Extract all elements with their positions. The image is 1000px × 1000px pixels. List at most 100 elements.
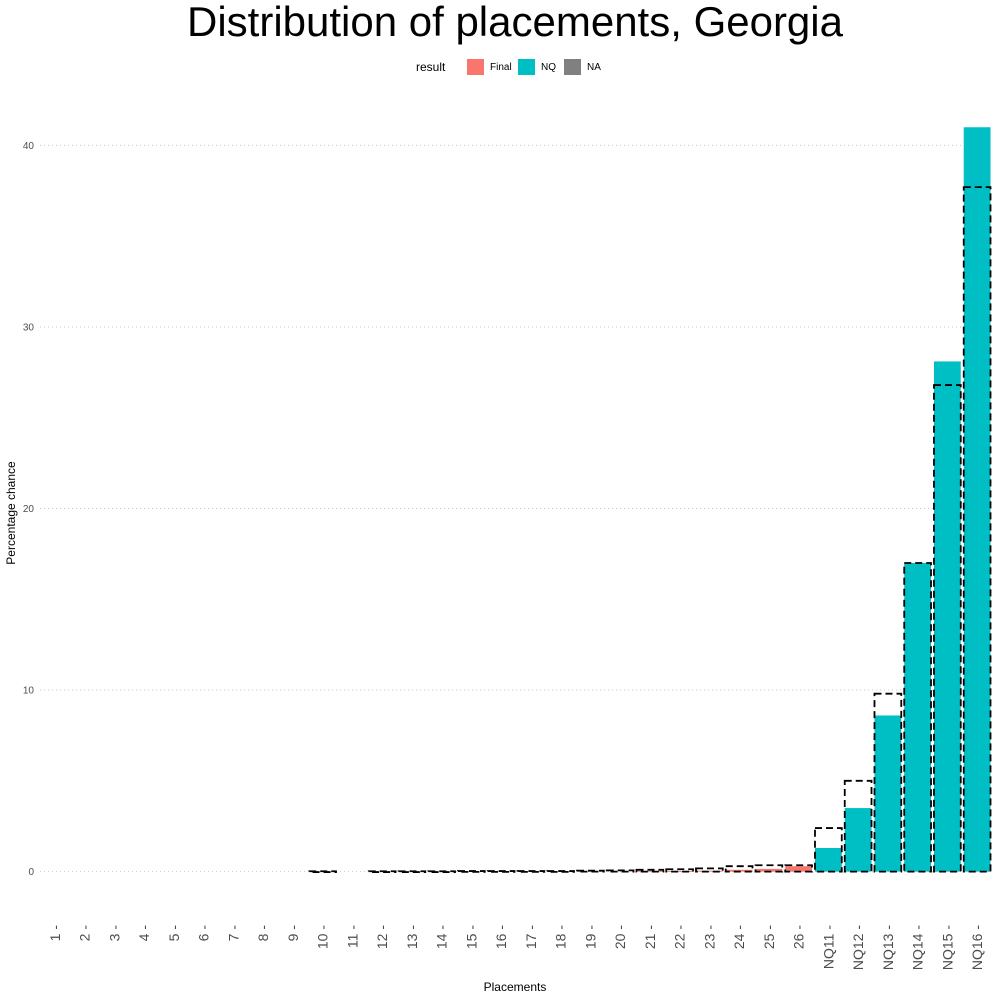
bar-final-24 [725,869,753,872]
x-tick: NQ15 - [939,925,955,970]
legend-key-nq [518,59,535,75]
x-tick-label-5: 5 - [166,925,182,942]
x-tick: 7 - [225,925,241,942]
reference-outline-13 [397,870,427,873]
reference-outline-17 [516,870,546,873]
y-tick-label: 40 [23,141,35,152]
x-tick: 9 - [285,925,301,942]
reference-outline-26 [784,864,813,873]
x-tick: 23 - [701,925,717,949]
x-tick: 20 - [612,925,628,949]
x-tick-label-26: 26 - [791,925,807,949]
bar-final-26 [785,866,813,872]
legend-label-na: NA [587,62,601,73]
reference-outline-nq12 [843,779,873,873]
y-tick-label: 30 [23,322,35,333]
x-tick-label-21: 21 - [642,925,658,949]
x-tick: 26 - [791,925,807,949]
legend-key-final [467,59,484,75]
x-tick-label-25: 25 - [761,925,777,949]
x-tick-label-1: 1 - [47,925,63,942]
x-tick-label-22: 22 - [672,925,688,949]
legend: result Final NQ NA [416,59,601,75]
reference-outline-nq15 [933,384,962,873]
x-tick: 5 - [166,925,182,942]
x-tick: 25 - [761,925,777,949]
x-tick: NQ11 - [820,925,836,969]
legend-label-nq: NQ [541,62,556,73]
x-tick: 8 - [255,925,271,942]
reference-outline-25 [754,864,784,873]
x-tick-label-9: 9 - [285,925,301,942]
x-axis-label: Placements [484,980,547,994]
x-axis-ticks: 1 - 2 - 3 - 4 - 5 - 6 - 7 - 8 - 9 - 10 - 11 - 12 - 1… [47,925,985,970]
y-axis-ticks: 0 10 20 30 40 [23,141,35,878]
reference-outline-16 [486,870,516,873]
x-tick: 14 - [434,925,450,949]
x-tick: 22 - [672,925,688,949]
x-tick-label-7: 7 - [225,925,241,942]
gridlines [40,144,992,873]
x-tick: 15 - [463,925,479,949]
x-tick-label-nq16: NQ16 - [969,925,985,970]
reference-outline-22 [665,868,694,873]
reference-outline-12 [367,870,397,873]
x-tick: 19 - [582,925,598,949]
x-tick-label-12: 12 - [374,925,390,949]
reference-outline-21 [635,868,665,873]
x-tick-label-24: 24 - [731,925,747,949]
legend-key-na [564,59,581,75]
x-tick-label-18: 18 - [553,925,569,949]
x-tick-label-13: 13 - [404,925,420,949]
x-tick-label-16: 16 - [493,925,509,949]
reference-outline-24 [724,865,754,873]
reference-outline-14 [427,870,456,873]
bar-nq-nq15 [933,361,961,872]
bar-final-22 [666,871,694,872]
x-tick: 2 - [77,925,93,942]
reference-outline-19 [576,869,605,873]
x-tick-label-10: 10 - [315,925,331,949]
x-tick-label-nq11: NQ11 - [820,925,836,969]
legend-title: result [416,60,446,74]
bar-final-25 [755,868,783,872]
bar-nq-nq16 [963,127,991,872]
x-tick: 13 - [404,925,420,949]
x-tick: 1 - [47,925,63,942]
bar-nq-nq14 [904,562,932,872]
bars [636,127,991,873]
bar-nq-nq12 [844,808,872,872]
y-tick-label: 20 [23,504,35,515]
bar-final-23 [695,870,723,872]
x-tick: 12 - [374,925,390,949]
reference-outline-15 [457,870,486,873]
x-tick: 17 - [523,925,539,949]
y-tick-label: 10 [23,686,35,697]
x-tick-label-15: 15 - [463,925,479,949]
reference-outline-nq13 [873,692,903,873]
bar-nq-nq11 [814,848,842,872]
reference-outline-nq16 [962,186,992,873]
x-tick-label-11: 11 - [344,925,360,948]
x-tick: 3 - [106,925,122,942]
reference-outlines [308,186,992,873]
y-axis-label: Percentage chance [4,461,18,565]
reference-outline-18 [546,870,575,873]
reference-outline-nq11 [814,827,843,873]
x-tick: 6 - [196,925,212,942]
x-tick: 4 - [136,925,152,942]
x-tick-label-nq15: NQ15 - [939,925,955,970]
x-tick-label-14: 14 - [434,925,450,949]
x-tick: NQ12 - [850,925,866,970]
x-tick-label-23: 23 - [701,925,717,949]
x-tick: 24 - [731,925,747,949]
bar-final-21 [636,871,664,873]
chart-title: Distribution of placements, Georgia [187,0,844,45]
x-tick-label-20: 20 - [612,925,628,949]
x-tick: 11 - [344,925,360,948]
x-tick: NQ13 - [880,925,896,970]
x-tick-label-17: 17 - [523,925,539,949]
x-tick-label-3: 3 - [106,925,122,942]
reference-outline-23 [695,867,724,873]
y-tick-label: 0 [28,867,34,878]
